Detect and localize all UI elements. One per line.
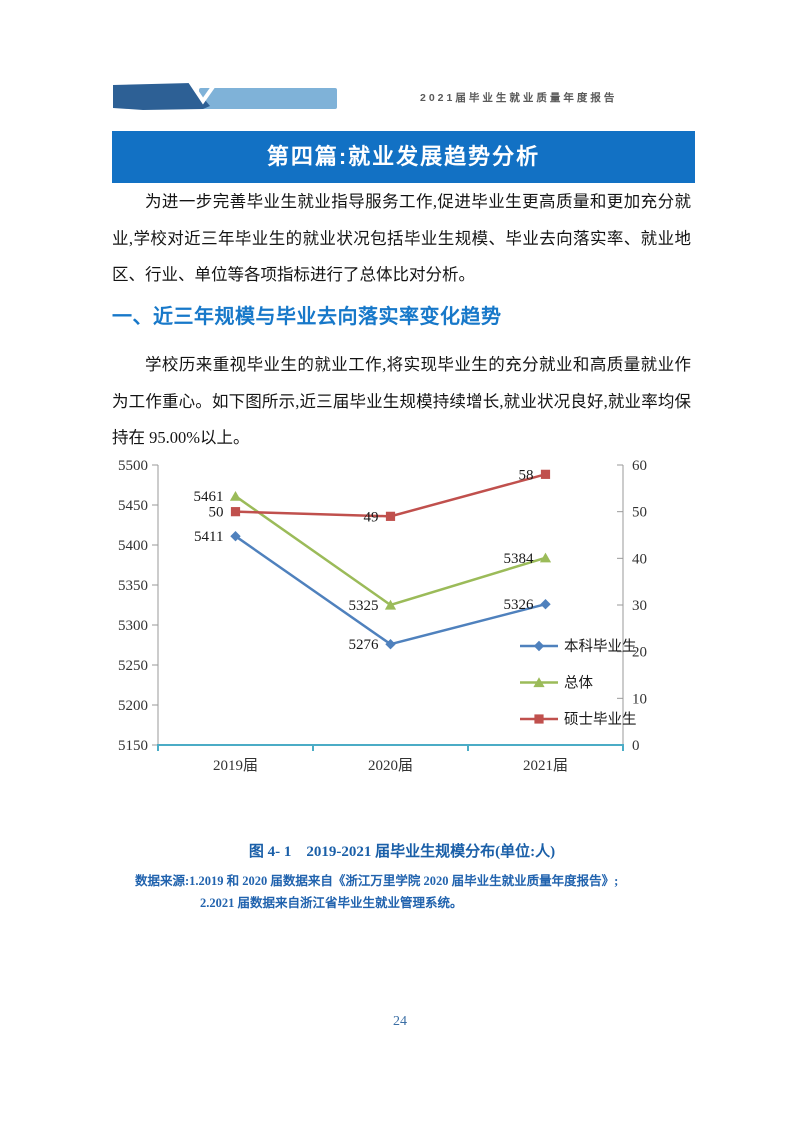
svg-text:0: 0 <box>632 738 640 754</box>
svg-text:30: 30 <box>632 598 647 614</box>
figure-source-line-1: 数据来源:1.2019 和 2020 届数据来自《浙江万里学院 2020 届毕业… <box>135 874 619 888</box>
chapter-title-banner: 第四篇:就业发展趋势分析 <box>112 131 695 183</box>
svg-text:5326: 5326 <box>504 597 535 613</box>
figure-source-line-2: 2.2021 届数据来自浙江省毕业生就业管理系统。 <box>200 896 463 910</box>
svg-text:5200: 5200 <box>118 698 148 714</box>
svg-text:5276: 5276 <box>349 637 380 653</box>
svg-text:5450: 5450 <box>118 498 148 514</box>
svg-text:20: 20 <box>632 645 647 661</box>
svg-text:硕士毕业生: 硕士毕业生 <box>564 711 637 728</box>
svg-text:5250: 5250 <box>118 658 148 674</box>
svg-text:50: 50 <box>209 505 224 521</box>
svg-text:5150: 5150 <box>118 738 148 754</box>
svg-text:50: 50 <box>632 505 647 521</box>
svg-text:5325: 5325 <box>349 598 379 614</box>
svg-text:10: 10 <box>632 691 647 707</box>
svg-text:5384: 5384 <box>504 551 535 567</box>
svg-text:60: 60 <box>632 458 647 474</box>
svg-text:5300: 5300 <box>118 618 148 634</box>
svg-text:5400: 5400 <box>118 538 148 554</box>
svg-text:5461: 5461 <box>194 489 224 505</box>
svg-text:2019届: 2019届 <box>213 757 258 774</box>
svg-text:40: 40 <box>632 551 647 567</box>
svg-text:2020届: 2020届 <box>368 757 413 774</box>
section-heading: 一、近三年规模与毕业去向落实率变化趋势 <box>112 306 502 328</box>
svg-text:5350: 5350 <box>118 578 148 594</box>
figure-caption: 图 4- 1 2019-2021 届毕业生规模分布(单位:人) <box>248 844 556 860</box>
school-logo-icon <box>113 82 337 110</box>
section-paragraph: 学校历来重视毕业生的就业工作,将实现毕业生的充分就业和高质量就业作为工作重心。如… <box>112 355 691 447</box>
svg-text:58: 58 <box>519 467 534 483</box>
page-number: 24 <box>393 1014 407 1029</box>
svg-text:49: 49 <box>364 509 379 525</box>
svg-text:5411: 5411 <box>194 529 223 545</box>
svg-text:2021届: 2021届 <box>523 757 568 774</box>
graduate-scale-line-chart: 5150 5200 5250 5300 5350 5400 5450 5500 0 10 20 30 4… <box>118 458 647 774</box>
header-report-title: 2021届毕业生就业质量年度报告 <box>420 92 618 104</box>
intro-paragraph: 为进一步完善毕业生就业指导服务工作,促进毕业生更高质量和更加充分就业,学校对近三… <box>112 192 691 284</box>
svg-text:本科毕业生: 本科毕业生 <box>564 638 637 655</box>
svg-text:总体: 总体 <box>564 675 593 692</box>
svg-text:5500: 5500 <box>118 458 148 474</box>
